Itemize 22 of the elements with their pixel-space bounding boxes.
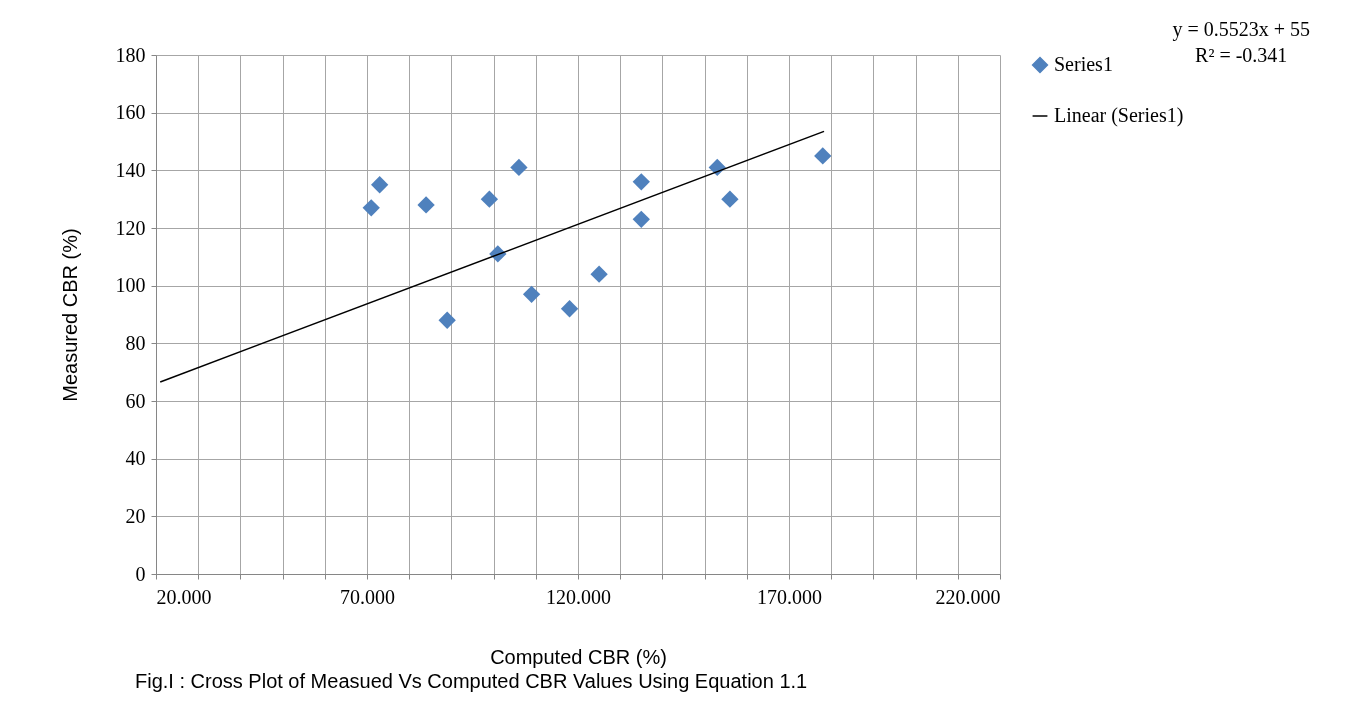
x-axis-title: Computed CBR (%) bbox=[490, 645, 667, 668]
x-tick-label: 70.000 bbox=[340, 585, 395, 608]
y-tick-label: 140 bbox=[115, 158, 146, 181]
x-tick-label: 20.000 bbox=[156, 585, 212, 608]
y-tick-label: 120 bbox=[115, 216, 146, 239]
y-tick-label: 20 bbox=[125, 504, 146, 527]
x-tick-label: 220.000 bbox=[935, 585, 1001, 608]
y-tick-label: 80 bbox=[125, 331, 146, 354]
y-axis-title: Measured CBR (%) bbox=[58, 228, 81, 402]
y-tick-label: 160 bbox=[115, 101, 146, 124]
y-tick-label: 0 bbox=[135, 562, 146, 585]
y-tick-label: 180 bbox=[115, 43, 146, 66]
y-tick-label: 40 bbox=[125, 447, 146, 470]
legend-label: Series1 bbox=[1054, 53, 1113, 75]
x-tick-label: 120.000 bbox=[546, 585, 611, 608]
y-tick-label: 60 bbox=[125, 389, 146, 412]
y-tick-label: 100 bbox=[115, 274, 146, 297]
text: Fig.I : Cross Plot of Measued Vs Computed CBR Values Using Equation 1.1 bbox=[135, 670, 808, 693]
x-tick-label: 170.000 bbox=[757, 585, 822, 608]
legend-label: Linear (Series1) bbox=[1054, 104, 1184, 127]
text: y = 0.5523x + 55 bbox=[1172, 17, 1310, 42]
text: R² = -0.341 bbox=[1194, 43, 1289, 68]
